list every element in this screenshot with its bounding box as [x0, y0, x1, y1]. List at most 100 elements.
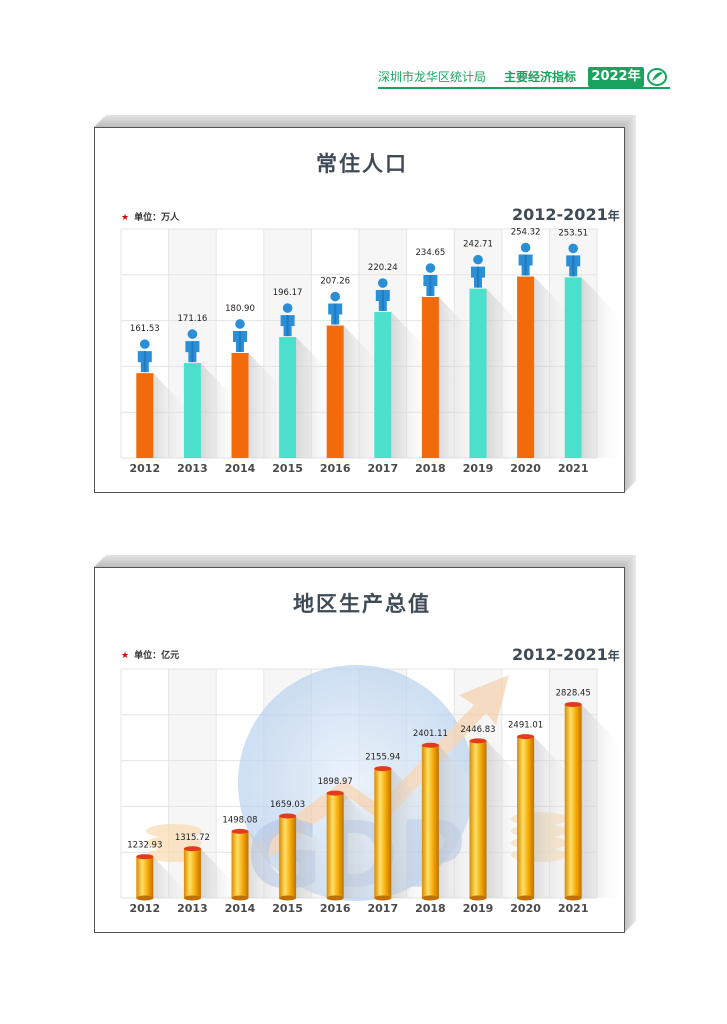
x-tick-label: 2016 [320, 462, 351, 475]
bar [279, 816, 297, 898]
data-label: 1498.08 [222, 815, 257, 825]
data-label: 234.65 [416, 248, 446, 258]
star-icon: ★ [121, 213, 130, 223]
bar-base [469, 895, 487, 901]
data-label: 2155.94 [365, 753, 400, 763]
x-tick-label: 2015 [272, 902, 303, 915]
bar [564, 704, 582, 898]
data-label: 2446.83 [460, 725, 495, 735]
population-panel: 常住人口 ★ 单位：万人 2012-2021年 161.53 2012 171.16 2… [94, 115, 636, 493]
data-label: 207.26 [320, 277, 350, 287]
gdp-chart: GDP1232.9320121315.7220131498.0820141659… [120, 665, 626, 915]
person-icon [423, 263, 438, 297]
data-label: 2828.45 [556, 688, 591, 698]
bar-cap [279, 813, 297, 819]
bar [374, 312, 392, 458]
rising-arrow-icon [254, 675, 509, 860]
year-range: 2012-2021年 [512, 205, 620, 224]
bar-base [421, 895, 439, 901]
x-tick-label: 2013 [177, 902, 208, 915]
x-tick-label: 2020 [510, 902, 541, 915]
bar [421, 297, 439, 458]
data-label: 171.16 [178, 314, 208, 324]
bar-base [564, 895, 582, 901]
bar-cap [231, 828, 249, 834]
x-tick-label: 2016 [320, 902, 351, 915]
bar [136, 856, 154, 898]
data-label: 196.17 [273, 288, 303, 298]
bar [517, 276, 535, 458]
x-tick-label: 2018 [415, 902, 446, 915]
unit-label: ★ 单位：亿元 [121, 651, 180, 661]
person-icon [375, 278, 390, 312]
bar [183, 848, 201, 898]
data-label: 220.24 [368, 263, 398, 273]
person-icon [471, 254, 485, 288]
star-icon: ★ [121, 651, 130, 661]
header-year-badge: 2022年 [588, 67, 644, 87]
bar [231, 352, 249, 458]
header-title: 主要经济指标 [504, 70, 577, 84]
bar [421, 745, 439, 898]
x-tick-label: 2021 [558, 462, 589, 475]
bar-base [279, 895, 297, 901]
person-icon [137, 339, 152, 373]
report-header: 深圳市龙华区统计局 主要经济指标 2022年 [378, 67, 670, 89]
swirl-logo-icon [647, 68, 667, 86]
bar-cap [564, 701, 582, 707]
data-label: 2401.11 [413, 729, 448, 739]
bar [374, 768, 392, 898]
data-label: 1659.03 [270, 800, 305, 810]
bar-cap [326, 790, 344, 796]
bar [279, 337, 297, 458]
population-chart: 161.53 2012 171.16 2013 180.90 2014 196.17 2015… [120, 228, 626, 475]
data-label: 1232.93 [127, 841, 162, 851]
bar-base [517, 895, 535, 901]
bar [469, 288, 487, 458]
bar [231, 831, 249, 898]
bar-cap [421, 742, 439, 748]
bar-cap [517, 734, 535, 740]
header-org: 深圳市龙华区统计局 [378, 70, 487, 84]
header-rule [378, 87, 670, 89]
x-tick-label: 2013 [177, 462, 208, 475]
person-icon [518, 242, 533, 276]
x-tick-label: 2018 [415, 462, 446, 475]
person-icon [233, 319, 247, 352]
data-label: 180.90 [225, 304, 255, 314]
x-tick-label: 2014 [225, 462, 256, 475]
year-range: 2012-2021年 [512, 645, 620, 664]
person-icon [328, 291, 343, 325]
x-tick-label: 2017 [367, 902, 398, 915]
data-label: 254.32 [511, 228, 541, 238]
x-tick-label: 2012 [129, 462, 160, 475]
data-label: 2491.01 [508, 721, 543, 731]
x-tick-label: 2020 [510, 462, 541, 475]
bar-cap [183, 846, 201, 852]
data-label: 161.53 [130, 324, 160, 334]
x-tick-label: 2019 [463, 902, 494, 915]
bar-cap [469, 738, 487, 744]
bar [564, 277, 582, 458]
coin-icon [146, 836, 202, 850]
person-icon [566, 243, 581, 277]
bar [326, 793, 344, 898]
bar-shadow [581, 277, 626, 458]
x-tick-label: 2012 [129, 902, 160, 915]
bar-shadow [581, 704, 626, 898]
person-icon [185, 329, 200, 363]
data-label: 1315.72 [175, 833, 210, 843]
bar-base [326, 895, 344, 901]
person-icon [280, 303, 295, 337]
bar [136, 373, 154, 458]
panel-title: 地区生产总值 [293, 592, 431, 616]
bar [183, 363, 201, 458]
panel-title: 常住人口 [316, 152, 408, 176]
x-tick-label: 2021 [558, 902, 589, 915]
x-tick-label: 2014 [225, 902, 256, 915]
bar [517, 736, 535, 898]
unit-label: ★ 单位：万人 [121, 213, 180, 223]
x-tick-label: 2015 [272, 462, 303, 475]
bar-cap [136, 854, 154, 860]
coin-icon [146, 824, 202, 838]
